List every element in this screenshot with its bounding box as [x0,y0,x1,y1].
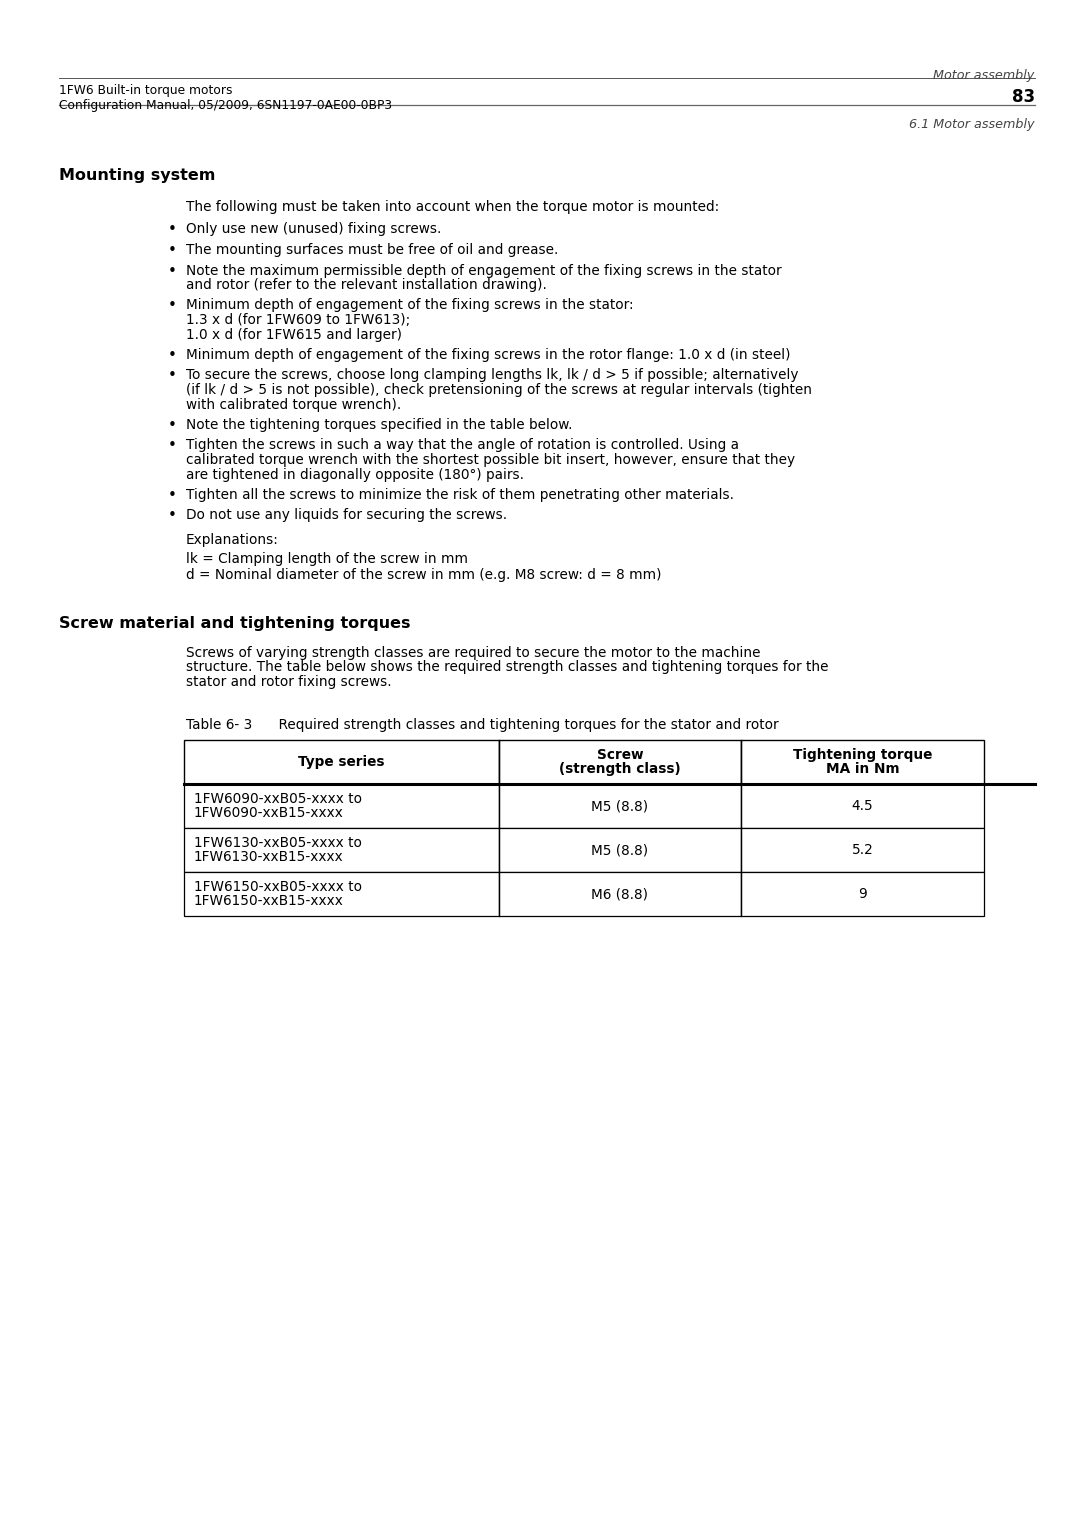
Text: with calibrated torque wrench).: with calibrated torque wrench). [186,397,401,411]
Text: Motor assembly: Motor assembly [933,69,1035,82]
Text: 1FW6130-xxB05-xxxx to: 1FW6130-xxB05-xxxx to [193,835,362,849]
Bar [741,783,984,828]
Bar [184,741,499,783]
Text: 9: 9 [858,887,867,901]
Text: d = Nominal diameter of the screw in mm (e.g. M8 screw: d = 8 mm): d = Nominal diameter of the screw in mm … [186,568,661,582]
Text: 6.1 Motor assembly: 6.1 Motor assembly [909,118,1035,131]
Text: Tighten the screws in such a way that the angle of rotation is controlled. Using: Tighten the screws in such a way that th… [186,438,739,452]
Text: 5.2: 5.2 [851,843,874,857]
Bar [499,783,741,828]
Text: •: • [167,489,176,502]
Text: •: • [167,418,176,434]
Text: Type series: Type series [298,754,384,770]
Bar [499,828,741,872]
Bar [184,783,499,828]
Text: •: • [167,368,176,383]
Text: 1FW6130-xxB15-xxxx: 1FW6130-xxB15-xxxx [193,851,343,864]
Text: Minimum depth of engagement of the fixing screws in the stator:: Minimum depth of engagement of the fixin… [186,298,633,313]
Text: The following must be taken into account when the torque motor is mounted:: The following must be taken into account… [186,200,719,214]
Text: •: • [167,348,176,363]
Text: 1FW6090-xxB05-xxxx to: 1FW6090-xxB05-xxxx to [193,793,362,806]
Text: lk = Clamping length of the screw in mm: lk = Clamping length of the screw in mm [186,551,468,565]
Text: Tighten all the screws to minimize the risk of them penetrating other materials.: Tighten all the screws to minimize the r… [186,489,733,502]
Text: Mounting system: Mounting system [59,168,216,183]
Text: Tightening torque: Tightening torque [793,748,932,762]
Text: structure. The table below shows the required strength classes and tightening to: structure. The table below shows the req… [186,661,828,675]
Text: Note the maximum permissible depth of engagement of the fixing screws in the sta: Note the maximum permissible depth of en… [186,264,782,278]
Text: 1FW6150-xxB15-xxxx: 1FW6150-xxB15-xxxx [193,895,343,909]
Text: Do not use any liquids for securing the screws.: Do not use any liquids for securing the … [186,508,507,522]
Text: 1FW6 Built-in torque motors: 1FW6 Built-in torque motors [59,84,233,98]
Text: Configuration Manual, 05/2009, 6SN1197-0AE00-0BP3: Configuration Manual, 05/2009, 6SN1197-0… [59,99,392,111]
Text: The mounting surfaces must be free of oil and grease.: The mounting surfaces must be free of oi… [186,243,558,257]
Text: •: • [167,438,176,454]
Text: are tightened in diagonally opposite (180°) pairs.: are tightened in diagonally opposite (18… [186,467,524,481]
Text: •: • [167,264,176,278]
Text: and rotor (refer to the relevant installation drawing).: and rotor (refer to the relevant install… [186,278,546,292]
Text: M5 (8.8): M5 (8.8) [591,799,648,812]
Text: Table 6- 3      Required strength classes and tightening torques for the stator : Table 6- 3 Required strength classes and… [186,718,779,731]
Text: Minimum depth of engagement of the fixing screws in the rotor flange: 1.0 x d (i: Minimum depth of engagement of the fixin… [186,348,791,362]
Bar [741,828,984,872]
Text: 1.0 x d (for 1FW615 and larger): 1.0 x d (for 1FW615 and larger) [186,327,402,342]
Text: MA in Nm: MA in Nm [825,762,900,776]
Bar [184,828,499,872]
Text: Only use new (unused) fixing screws.: Only use new (unused) fixing screws. [186,223,441,237]
Text: 1FW6150-xxB05-xxxx to: 1FW6150-xxB05-xxxx to [193,880,362,893]
Text: •: • [167,298,176,313]
Bar [499,872,741,916]
Text: stator and rotor fixing screws.: stator and rotor fixing screws. [186,675,391,689]
Text: 1FW6090-xxB15-xxxx: 1FW6090-xxB15-xxxx [193,806,343,820]
Bar [741,741,984,783]
Text: Note the tightening torques specified in the table below.: Note the tightening torques specified in… [186,418,572,432]
Text: 4.5: 4.5 [851,799,874,812]
Text: 83: 83 [1012,89,1035,107]
Text: (if lk / d > 5 is not possible), check pretensioning of the screws at regular in: (if lk / d > 5 is not possible), check p… [186,383,812,397]
Text: M5 (8.8): M5 (8.8) [591,843,648,857]
Bar [499,741,741,783]
Text: Explanations:: Explanations: [186,533,279,547]
Text: 1.3 x d (for 1FW609 to 1FW613);: 1.3 x d (for 1FW609 to 1FW613); [186,313,410,327]
Text: M6 (8.8): M6 (8.8) [592,887,648,901]
Text: Screws of varying strength classes are required to secure the motor to the machi: Screws of varying strength classes are r… [186,646,760,660]
Text: calibrated torque wrench with the shortest possible bit insert, however, ensure : calibrated torque wrench with the shorte… [186,454,795,467]
Text: Screw material and tightening torques: Screw material and tightening torques [59,615,410,631]
Text: •: • [167,243,176,258]
Bar [184,872,499,916]
Text: •: • [167,508,176,524]
Text: (strength class): (strength class) [559,762,680,776]
Bar [741,872,984,916]
Text: •: • [167,223,176,238]
Text: Screw: Screw [596,748,644,762]
Text: To secure the screws, choose long clamping lengths lk, lk / d > 5 if possible; a: To secure the screws, choose long clampi… [186,368,798,382]
